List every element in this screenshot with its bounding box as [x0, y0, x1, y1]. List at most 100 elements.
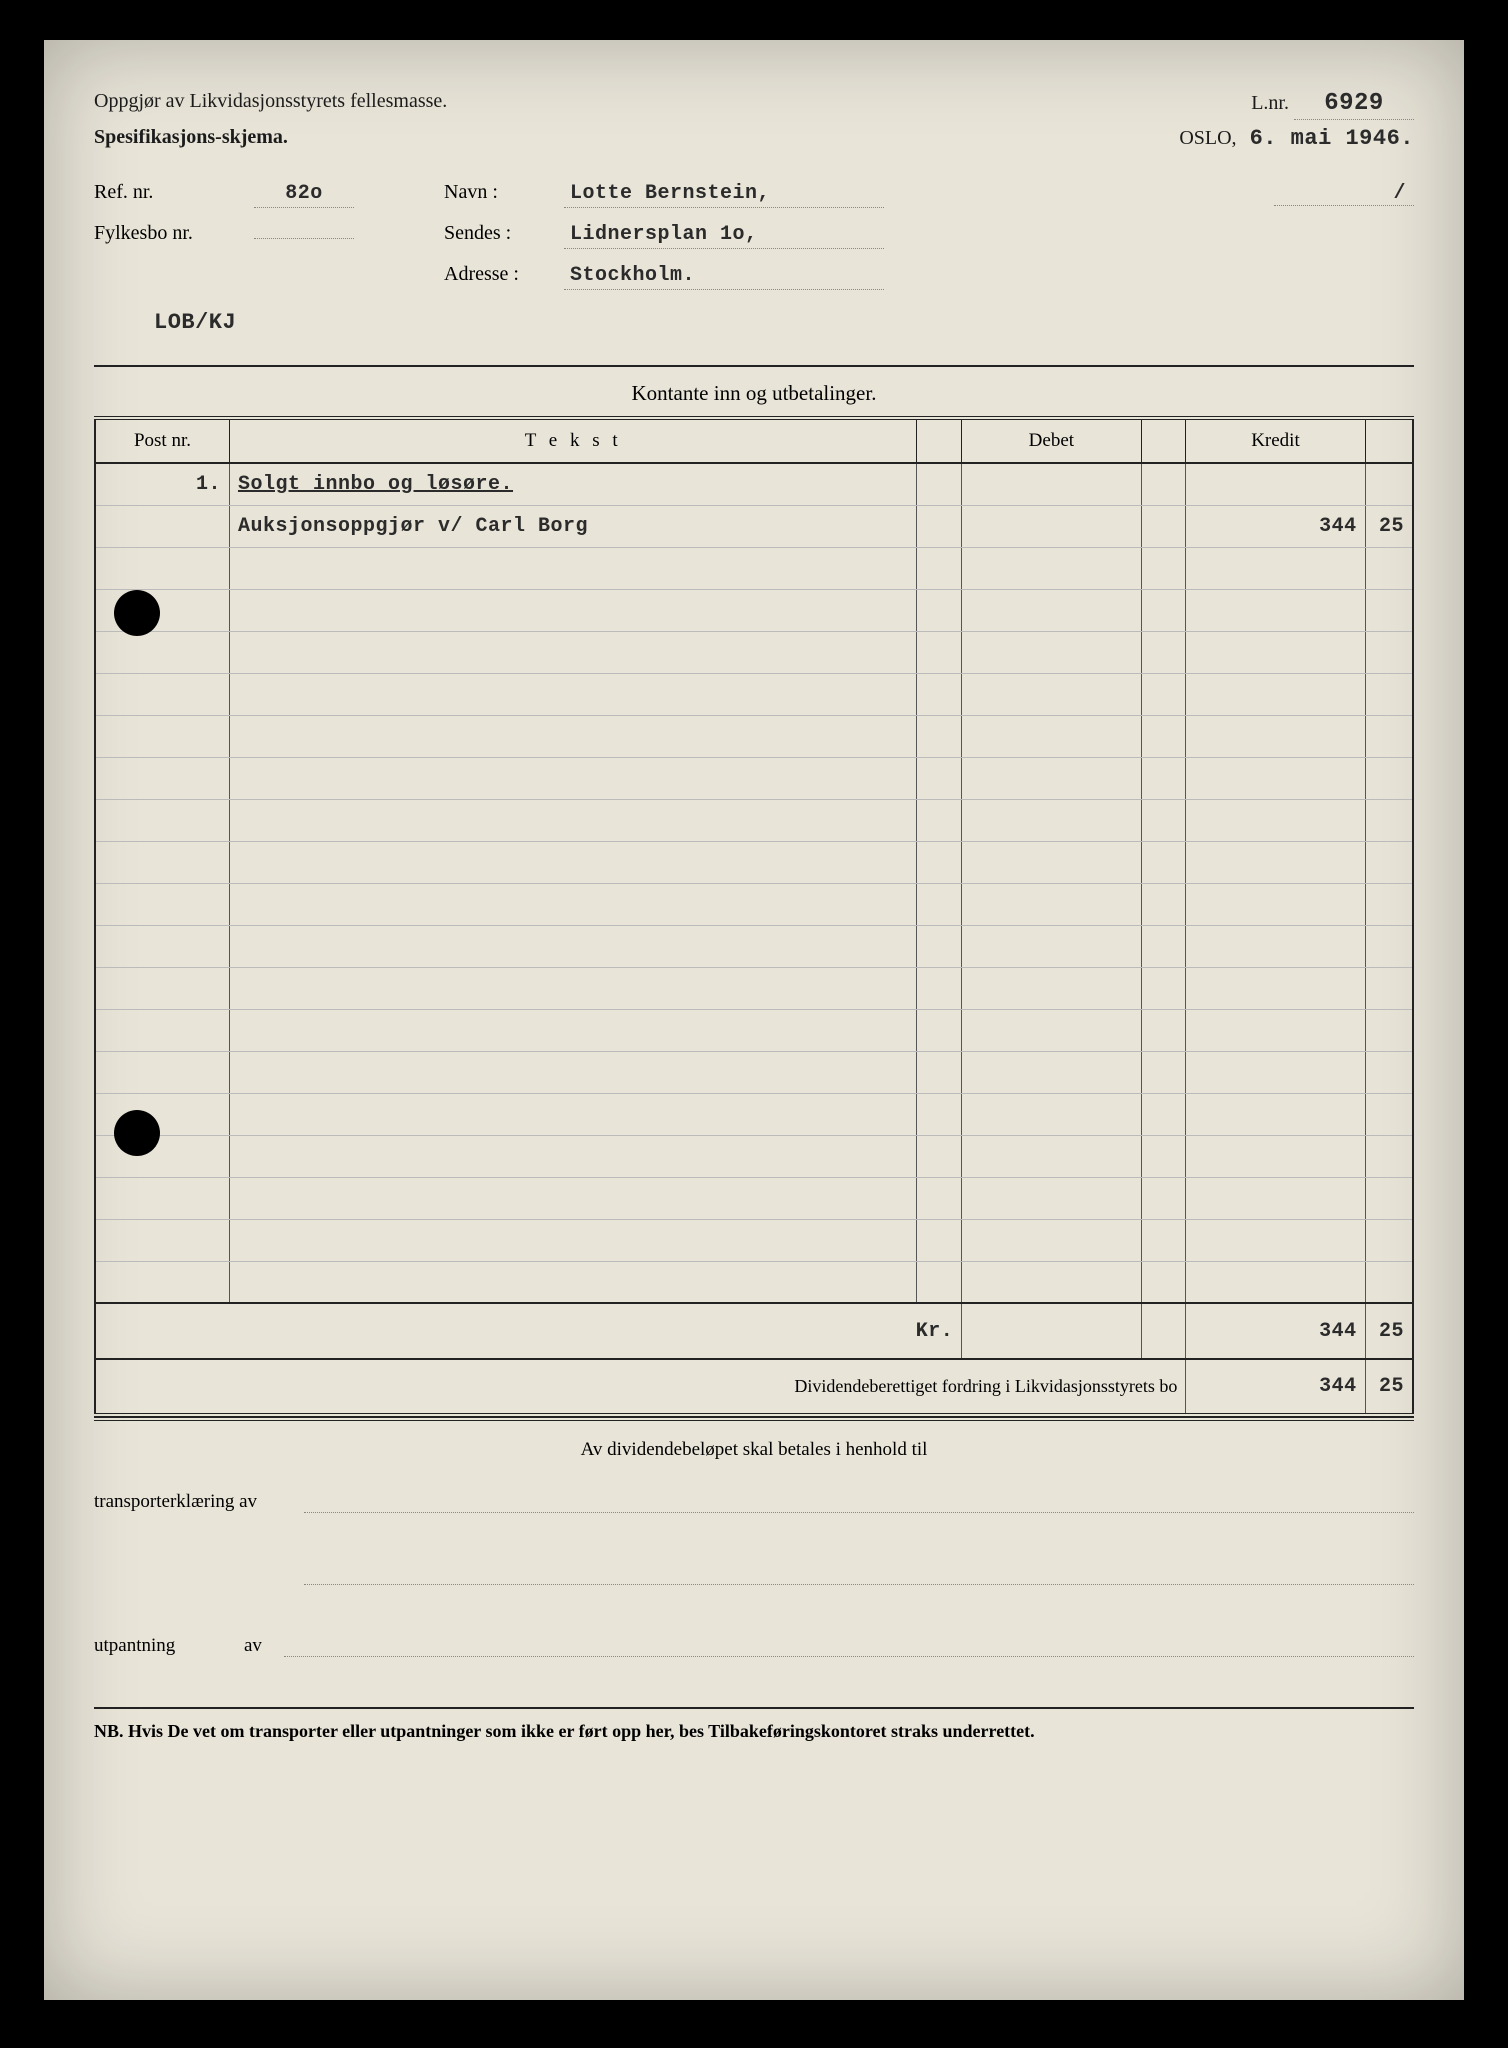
cell-blank — [1141, 799, 1186, 841]
ledger-table-element: Post nr. T e k s t Debet Kredit 1.Solgt … — [94, 420, 1414, 1417]
transport-label: transporterklæring av — [94, 1491, 304, 1513]
cell-blank — [962, 631, 1141, 673]
cell-blank — [1186, 883, 1365, 925]
cell-blank — [1141, 883, 1186, 925]
cell-blank — [917, 715, 962, 757]
cell-blank — [1365, 1093, 1413, 1135]
code-value: LOB/KJ — [154, 310, 1414, 335]
cell-blank — [1186, 757, 1365, 799]
cell-blank — [1141, 589, 1186, 631]
cell-kredit-sub: 25 — [1365, 505, 1413, 547]
navn-label: Navn : — [444, 181, 564, 204]
cell-blank — [95, 925, 229, 967]
cell-blank — [917, 967, 962, 1009]
utpantning-label: utpantning — [94, 1635, 244, 1657]
cell-blank — [1365, 1009, 1413, 1051]
cell-blank — [962, 1009, 1141, 1051]
cell-blank — [962, 1177, 1141, 1219]
cell-blank — [95, 967, 229, 1009]
dividend-kredit: 344 — [1186, 1359, 1365, 1415]
cell-blank — [1365, 841, 1413, 883]
cell-blank — [1186, 1177, 1365, 1219]
cell-blank — [962, 967, 1141, 1009]
th-sub2 — [1141, 420, 1186, 463]
sum-label: Kr. — [95, 1303, 962, 1359]
table-row-blank — [95, 757, 1413, 799]
header-title-2: Spesifikasjons-skjema. — [94, 126, 288, 151]
cell-blank — [1186, 1135, 1365, 1177]
cell-blank — [229, 1051, 916, 1093]
date-value: 6. mai 1946. — [1250, 126, 1414, 151]
cell-kredit: 344 — [1186, 505, 1365, 547]
cell-blank — [917, 547, 962, 589]
cell-blank — [917, 841, 962, 883]
th-post: Post nr. — [95, 420, 229, 463]
cell-blank — [1141, 967, 1186, 1009]
footer-section: Av dividendebeløpet skal betales i henho… — [94, 1439, 1414, 1742]
section-title: Kontante inn og utbetalinger. — [94, 365, 1414, 416]
cell-blank — [917, 1177, 962, 1219]
table-row-blank — [95, 799, 1413, 841]
cell-blank — [1186, 925, 1365, 967]
ref-label: Ref. nr. — [94, 181, 254, 204]
date-block: OSLO, 6. mai 1946. — [1179, 126, 1414, 151]
cell-blank — [1186, 799, 1365, 841]
dividend-kredit-sub: 25 — [1365, 1359, 1413, 1415]
lnr-block: L.nr. 6929 — [1251, 90, 1414, 120]
cell-blank — [962, 1261, 1141, 1303]
cell-blank — [229, 925, 916, 967]
cell-blank — [962, 547, 1141, 589]
cell-blank — [917, 1261, 962, 1303]
cell-blank — [1186, 967, 1365, 1009]
header-row-2: Spesifikasjons-skjema. OSLO, 6. mai 1946… — [94, 126, 1414, 151]
cell-blank — [962, 589, 1141, 631]
cell-blank — [95, 883, 229, 925]
cell-blank — [917, 673, 962, 715]
cell-blank — [1365, 1219, 1413, 1261]
cell-kredit-sub — [1365, 463, 1413, 505]
cell-blank — [95, 631, 229, 673]
table-row-blank — [95, 589, 1413, 631]
cell-blank — [95, 673, 229, 715]
cell-blank — [917, 883, 962, 925]
table-row-blank — [95, 883, 1413, 925]
cell-blank — [229, 1261, 916, 1303]
table-row: 1.Solgt innbo og løsøre. — [95, 463, 1413, 505]
cell-post — [95, 505, 229, 547]
adresse-value: Stockholm. — [564, 264, 884, 290]
sendes-value: Lidnersplan 1o, — [564, 223, 884, 249]
cell-sub1 — [917, 505, 962, 547]
cell-blank — [95, 547, 229, 589]
slash-field: / — [1274, 182, 1414, 206]
footer-center-text: Av dividendebeløpet skal betales i henho… — [94, 1439, 1414, 1461]
table-row-blank — [95, 841, 1413, 883]
cell-blank — [1186, 589, 1365, 631]
cell-blank — [1365, 925, 1413, 967]
cell-blank — [1365, 1135, 1413, 1177]
table-row-blank — [95, 547, 1413, 589]
cell-sub1 — [917, 463, 962, 505]
table-row-blank — [95, 715, 1413, 757]
cell-blank — [917, 757, 962, 799]
cell-blank — [1186, 1261, 1365, 1303]
cell-blank — [229, 547, 916, 589]
punch-hole-icon — [114, 590, 160, 636]
cell-blank — [1365, 673, 1413, 715]
cell-blank — [95, 1009, 229, 1051]
city-label: OSLO, — [1179, 127, 1236, 149]
cell-blank — [1141, 1135, 1186, 1177]
cell-blank — [962, 673, 1141, 715]
ledger-table: Post nr. T e k s t Debet Kredit 1.Solgt … — [94, 416, 1414, 1421]
info-row-fylkesbo-sendes: Fylkesbo nr. Sendes : Lidnersplan 1o, — [94, 222, 1414, 249]
header-title-1: Oppgjør av Likvidasjonsstyrets fellesmas… — [94, 90, 447, 120]
cell-blank — [962, 1051, 1141, 1093]
cell-kredit — [1186, 463, 1365, 505]
cell-debet-sub — [1141, 463, 1186, 505]
cell-blank — [95, 1261, 229, 1303]
cell-blank — [1141, 631, 1186, 673]
cell-blank — [229, 1219, 916, 1261]
th-sub3 — [1365, 420, 1413, 463]
cell-blank — [1365, 547, 1413, 589]
cell-blank — [917, 799, 962, 841]
header-row-1: Oppgjør av Likvidasjonsstyrets fellesmas… — [94, 90, 1414, 120]
